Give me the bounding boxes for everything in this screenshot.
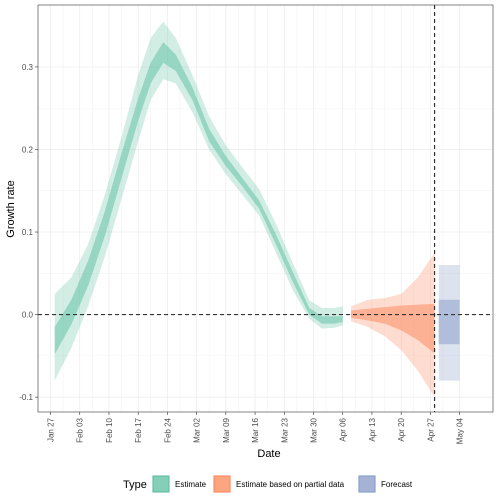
interval-50-band bbox=[438, 299, 460, 345]
x-tick-label: Apr 13 bbox=[368, 417, 377, 441]
x-tick-label: Feb 10 bbox=[105, 417, 114, 442]
series-bands bbox=[54, 21, 460, 398]
legend-key bbox=[152, 475, 170, 493]
interval-50-band bbox=[54, 42, 343, 355]
series-0 bbox=[54, 21, 343, 381]
x-tick-label: Mar 23 bbox=[280, 417, 289, 442]
y-tick-label: 0.3 bbox=[22, 63, 34, 72]
x-tick-label: Apr 27 bbox=[426, 417, 435, 441]
x-tick-label: Mar 16 bbox=[251, 417, 260, 442]
legend-label: Forecast bbox=[381, 480, 413, 489]
x-tick-label: Mar 30 bbox=[310, 417, 319, 442]
x-tick-label: Apr 20 bbox=[397, 417, 406, 441]
legend-label: Estimate bbox=[175, 480, 207, 489]
series-1 bbox=[351, 252, 435, 398]
legend: Type Estimate Estimate based on partial d… bbox=[123, 475, 413, 493]
legend-label: Estimate based on partial data bbox=[236, 480, 345, 489]
x-tick-label: Feb 24 bbox=[163, 417, 172, 442]
x-axis-title: Date bbox=[257, 448, 280, 460]
x-tick-label: Feb 17 bbox=[134, 417, 143, 442]
y-tick-label: 0.1 bbox=[22, 228, 34, 237]
y-tick-label: 0.0 bbox=[22, 311, 34, 320]
series-2 bbox=[438, 265, 460, 381]
reference-lines bbox=[38, 5, 493, 412]
y-axis-ticks: -0.1 0.0 0.1 0.2 0.3 bbox=[19, 63, 38, 402]
x-tick-label: Mar 09 bbox=[222, 417, 231, 442]
minor-gridlines bbox=[38, 5, 493, 412]
panel-border bbox=[37, 4, 494, 413]
x-tick-label: Mar 02 bbox=[193, 417, 202, 442]
x-tick-label: Jan 27 bbox=[47, 417, 56, 442]
legend-key bbox=[358, 475, 376, 493]
y-tick-label: -0.1 bbox=[19, 393, 33, 402]
x-tick-label: Apr 06 bbox=[339, 417, 348, 441]
y-axis-title: Growth rate bbox=[5, 180, 17, 237]
interval-50-band bbox=[351, 303, 435, 354]
x-axis-ticks: Jan 27 Feb 03 Feb 10 Feb 17 Feb 24 Mar 02 Mar … bbox=[47, 412, 465, 444]
y-tick-label: 0.2 bbox=[22, 145, 34, 154]
x-tick-label: Feb 03 bbox=[76, 417, 85, 442]
x-tick-label: May 04 bbox=[456, 417, 465, 444]
legend-title: Type bbox=[123, 479, 147, 491]
legend-key bbox=[213, 475, 231, 493]
